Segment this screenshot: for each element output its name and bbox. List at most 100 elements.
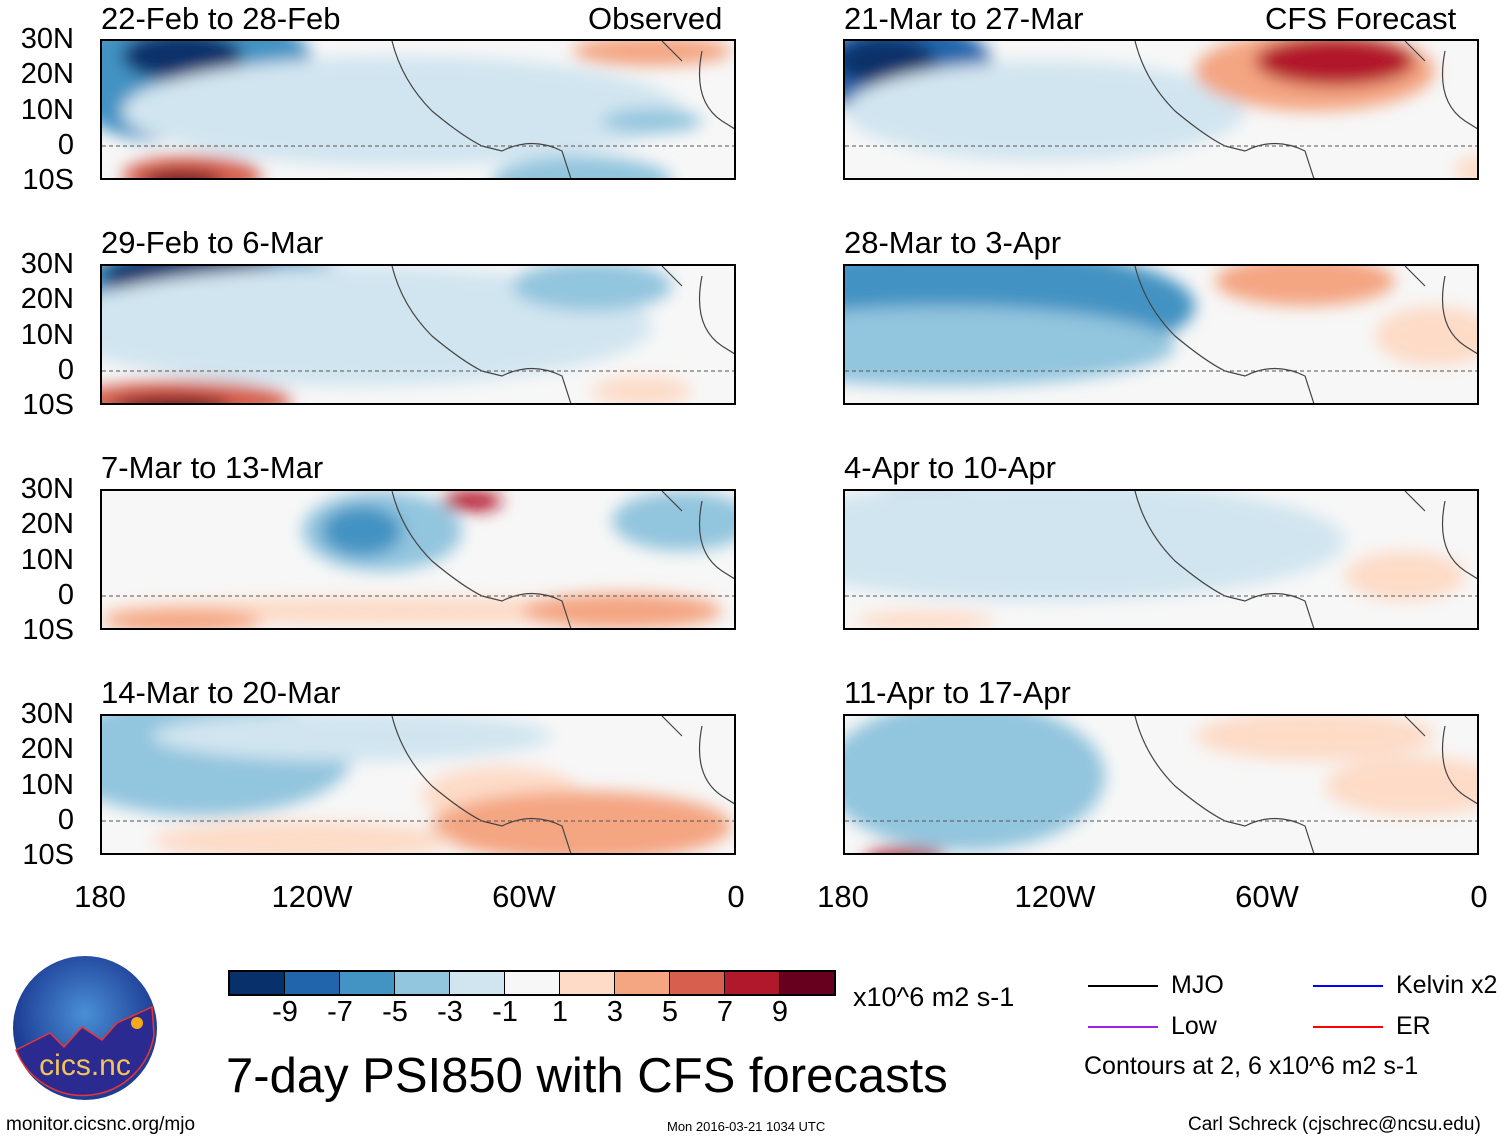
colorbar-tick: 7 <box>716 996 734 1028</box>
observed-label: Observed <box>588 1 723 36</box>
lat-label: 20N <box>20 508 74 541</box>
panel-title: 14-Mar to 20-Mar <box>101 675 341 710</box>
anomaly-map <box>102 491 734 628</box>
anomaly-map <box>845 716 1477 853</box>
lat-label: 30N <box>20 473 74 505</box>
lat-label: 10S <box>22 164 74 197</box>
colorbar-units: x10^6 m2 s-1 <box>853 982 1015 1012</box>
anomaly-region <box>572 41 732 66</box>
lat-label: 0 <box>57 803 74 836</box>
lat-label: 10N <box>20 768 74 801</box>
colorbar-swatch <box>780 972 834 994</box>
anomaly-region <box>1215 266 1395 306</box>
lon-label: 180 <box>74 879 126 914</box>
coastline <box>1134 41 1477 178</box>
anomaly-map <box>845 266 1477 403</box>
anomaly-region <box>867 848 943 853</box>
anomaly-region <box>602 109 702 133</box>
coastline <box>1134 266 1477 403</box>
anomaly-map <box>102 716 734 853</box>
anomaly-region <box>114 396 230 403</box>
forecast-map-panel <box>843 489 1479 630</box>
observed-map-panel <box>100 264 736 405</box>
colorbar-swatch <box>505 972 560 994</box>
anomaly-region <box>122 156 262 178</box>
lat-label: 10S <box>22 614 74 647</box>
forecast-label: CFS Forecast <box>1265 1 1457 36</box>
panel-title: 29-Feb to 6-Mar <box>101 225 324 260</box>
anomaly-region <box>522 593 722 628</box>
panel-title: 21-Mar to 27-Mar <box>844 1 1084 36</box>
lon-label: 120W <box>271 879 353 914</box>
observed-map-panel <box>100 39 736 180</box>
colorbar-swatch <box>670 972 725 994</box>
anomaly-region <box>152 821 452 853</box>
anomaly-region <box>1325 756 1477 816</box>
colorbar-tick: 3 <box>606 996 624 1028</box>
colorbar-tick: -5 <box>382 996 408 1028</box>
forecast-map-panel <box>843 714 1479 855</box>
lat-label: 10N <box>20 318 74 351</box>
anomaly-region <box>442 491 502 511</box>
lon-label: 60W <box>1235 879 1299 914</box>
colorbar-swatch <box>615 972 670 994</box>
legend-line <box>1088 985 1158 987</box>
logo-text: cics.nc <box>39 1049 131 1082</box>
colorbar-tick: -1 <box>492 996 518 1028</box>
anomaly-region <box>845 61 1245 161</box>
anomaly-region <box>612 491 734 551</box>
legend-label: Kelvin x2 <box>1396 971 1498 999</box>
anomaly-region <box>845 306 1175 386</box>
colorbar-swatch <box>450 972 505 994</box>
coastline <box>391 491 734 628</box>
panel-title: 28-Mar to 3-Apr <box>844 225 1062 260</box>
cics-logo: cics.nc <box>13 956 157 1100</box>
anomaly-map <box>845 41 1477 178</box>
anomaly-region <box>1255 41 1415 86</box>
lat-label: 0 <box>57 578 74 611</box>
colorbar-tick: -9 <box>272 996 298 1028</box>
legend-line <box>1088 1026 1158 1028</box>
lat-label: 10S <box>22 839 74 872</box>
colorbar-tick: 1 <box>551 996 569 1028</box>
colorbar-swatch <box>560 972 615 994</box>
colorbar-swatch <box>340 972 395 994</box>
anomaly-region <box>592 376 692 403</box>
colorbar-tick: 9 <box>771 996 789 1028</box>
anomaly-map <box>845 491 1477 628</box>
lat-label: 20N <box>20 733 74 766</box>
contour-note: Contours at 2, 6 x10^6 m2 s-1 <box>1084 1052 1419 1080</box>
colorbar-swatch <box>285 972 340 994</box>
legend-line <box>1313 985 1383 987</box>
footer-credit: Carl Schreck (cjschrec@ncsu.edu) <box>1188 1114 1481 1135</box>
panel-title: 22-Feb to 28-Feb <box>101 1 341 36</box>
colorbar-swatch <box>395 972 450 994</box>
anomaly-region <box>122 56 682 166</box>
footer-url[interactable]: monitor.cicsnc.org/mjo <box>6 1114 196 1135</box>
colorbar-tick: -7 <box>327 996 353 1028</box>
anomaly-region <box>845 491 1345 601</box>
coastline <box>1134 491 1477 628</box>
colorbar-swatch <box>230 972 285 994</box>
figure-title: 7-day PSI850 with CFS forecasts <box>226 1049 948 1103</box>
anomaly-region <box>1455 156 1477 178</box>
coastline <box>391 266 734 403</box>
lon-label: 120W <box>1014 879 1096 914</box>
anomaly-region <box>1345 551 1465 601</box>
lon-label: 0 <box>727 879 745 914</box>
legend-label: MJO <box>1171 971 1224 999</box>
anomaly-region <box>492 156 672 178</box>
anomaly-region <box>845 716 1105 851</box>
coastline <box>391 41 734 178</box>
anomaly-region <box>1375 306 1477 366</box>
lat-label: 10S <box>22 389 74 422</box>
lat-label: 30N <box>20 248 74 280</box>
lat-label: 0 <box>57 353 74 386</box>
anomaly-region <box>432 791 732 853</box>
panel-title: 4-Apr to 10-Apr <box>844 450 1056 485</box>
lat-label: 30N <box>20 23 74 55</box>
colorbar <box>228 970 836 996</box>
footer-timestamp: Mon 2016-03-21 1034 UTC <box>667 1119 826 1134</box>
lat-label: 0 <box>57 128 74 161</box>
